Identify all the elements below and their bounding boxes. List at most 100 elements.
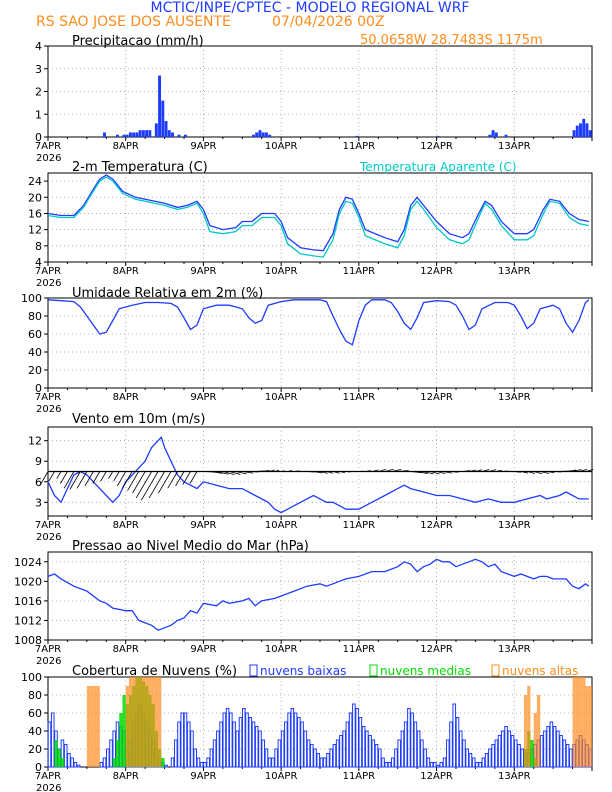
y-tick-label: 1012 — [14, 614, 42, 627]
cloud-bar-nuvens-baixas — [488, 748, 492, 768]
y-tick-label: 2 — [35, 86, 42, 99]
precip-bar — [177, 134, 181, 137]
wind-vector — [326, 471, 334, 474]
cloud-bar-nuvens-baixas — [462, 739, 466, 768]
cloud-bar-nuvens-baixas — [284, 721, 288, 768]
cloud-bar-nuvens-baixas — [332, 744, 337, 768]
x-year-label: 2026 — [36, 404, 61, 415]
cloud-bar-nuvens-baixas — [313, 748, 317, 768]
cloud-bar-nuvens-altas — [582, 677, 586, 767]
precip-bar — [494, 132, 498, 137]
cloud-bar-nuvens-baixas — [225, 708, 230, 768]
precip-bar — [575, 125, 579, 137]
cloud-bar-nuvens-altas — [135, 677, 139, 767]
panel-temp: 4 8 12 16 20 24 7APR 8APR 9APR 10APR 11APR 12APR 13A… — [28, 160, 593, 289]
cloud-bar-nuvens-altas — [90, 686, 94, 767]
wind-vector — [100, 471, 107, 482]
y-tick-label: 12 — [28, 435, 42, 448]
wind-vector — [274, 469, 280, 472]
cloud-bar-nuvens-baixas — [365, 730, 369, 768]
cloud-bar-nuvens-baixas — [423, 748, 427, 768]
cloud-bar-nuvens-altas — [132, 677, 136, 767]
precip-bar — [128, 132, 132, 137]
wind-vector — [423, 471, 434, 475]
cloud-bar-nuvens-baixas — [397, 739, 402, 768]
cloud-bar-nuvens-baixas — [520, 748, 525, 768]
cloud-bar-nuvens-altas — [128, 677, 133, 767]
cloud-bar-nuvens-baixas — [199, 762, 204, 768]
precip-bar — [132, 132, 136, 137]
cloud-bar-nuvens-baixas — [105, 748, 110, 768]
precip-bar — [164, 121, 168, 137]
cloud-bar-nuvens-baixas — [196, 757, 201, 768]
cloud-bar-nuvens-baixas — [436, 764, 440, 768]
legend-label: nuvens medias — [380, 664, 471, 678]
cloud-bar-nuvens-baixas — [439, 762, 444, 768]
wind-vector — [175, 471, 185, 487]
cloud-bar-nuvens-altas — [575, 677, 580, 767]
cloud-bar-nuvens-baixas — [471, 757, 476, 768]
cloud-bar-nuvens-medias — [60, 758, 65, 767]
cloud-bar-nuvens-altas — [154, 677, 159, 767]
cloud-bar-nuvens-baixas — [316, 753, 321, 768]
cloud-bar-nuvens-baixas — [232, 721, 236, 768]
cloud-bar-nuvens-medias — [161, 758, 165, 767]
cloud-bar-nuvens-baixas — [254, 726, 259, 768]
cloud-bar-nuvens-baixas — [507, 730, 512, 768]
cloud-bar-nuvens-baixas — [322, 757, 327, 768]
wind-vector — [135, 471, 152, 499]
wind-vector — [167, 471, 178, 489]
wind-vector — [436, 471, 446, 475]
x-tick-label: 13APR — [498, 392, 531, 403]
cloud-bar-nuvens-baixas — [290, 708, 295, 768]
cloud-bar-nuvens-baixas — [212, 739, 217, 768]
legend-label: nuvens baixas — [260, 664, 346, 678]
wind-vector — [378, 469, 387, 472]
cloud-bar-nuvens-altas — [579, 677, 583, 767]
wind-vector — [384, 468, 394, 472]
cloud-bar-nuvens-baixas — [420, 739, 424, 768]
cloud-bar-nuvens-altas — [141, 677, 146, 767]
series-line-wind — [47, 436, 589, 514]
cloud-bar-nuvens-altas — [96, 686, 100, 767]
y-tick-label: 1 — [35, 108, 42, 121]
precip-bar — [582, 118, 586, 137]
wind-vector — [332, 471, 340, 474]
cloud-bar-nuvens-baixas — [549, 721, 554, 768]
cloud-bar-nuvens-baixas — [99, 762, 104, 768]
cloud-bar-nuvens-altas — [588, 686, 592, 767]
cloud-bar-nuvens-baixas — [183, 712, 188, 768]
cloud-bar-nuvens-baixas — [348, 712, 353, 768]
cloud-bar-nuvens-baixas — [478, 762, 482, 768]
y-tick-label: 40 — [28, 725, 42, 738]
precip-bar — [255, 132, 259, 137]
cloud-bar-nuvens-medias — [119, 713, 123, 767]
cloud-bar-nuvens-baixas — [47, 721, 52, 768]
wind-vector — [84, 471, 94, 487]
cloud-bar-nuvens-baixas — [300, 721, 304, 768]
cloud-bar-nuvens-baixas — [235, 730, 240, 768]
wind-vector — [371, 469, 379, 472]
cloud-bar-nuvens-baixas — [326, 753, 330, 768]
wind-vector — [116, 471, 127, 487]
cloud-bar-nuvens-baixas — [73, 762, 78, 768]
wind-vector — [514, 471, 521, 473]
precip-bar — [588, 130, 592, 137]
cloud-bar-nuvens-baixas — [371, 739, 376, 768]
wind-vector — [417, 471, 428, 474]
x-tick-label: 12APR — [420, 771, 453, 782]
cloud-bar-nuvens-baixas — [229, 712, 233, 768]
y-tick-label: 40 — [28, 346, 42, 359]
y-tick-label: 6 — [35, 476, 42, 489]
wind-vector — [494, 469, 503, 472]
cloud-bar-nuvens-altas — [145, 677, 149, 767]
x-tick-label: 10APR — [265, 644, 298, 655]
x-tick-label: 12APR — [420, 392, 453, 403]
cloud-bar-nuvens-baixas — [494, 739, 499, 768]
legend-swatch — [249, 664, 258, 677]
cloud-bar-nuvens-baixas — [368, 735, 372, 768]
y-tick-label: 1024 — [14, 556, 42, 569]
precip-bar — [572, 130, 576, 137]
cloud-bar-nuvens-baixas — [484, 753, 489, 768]
